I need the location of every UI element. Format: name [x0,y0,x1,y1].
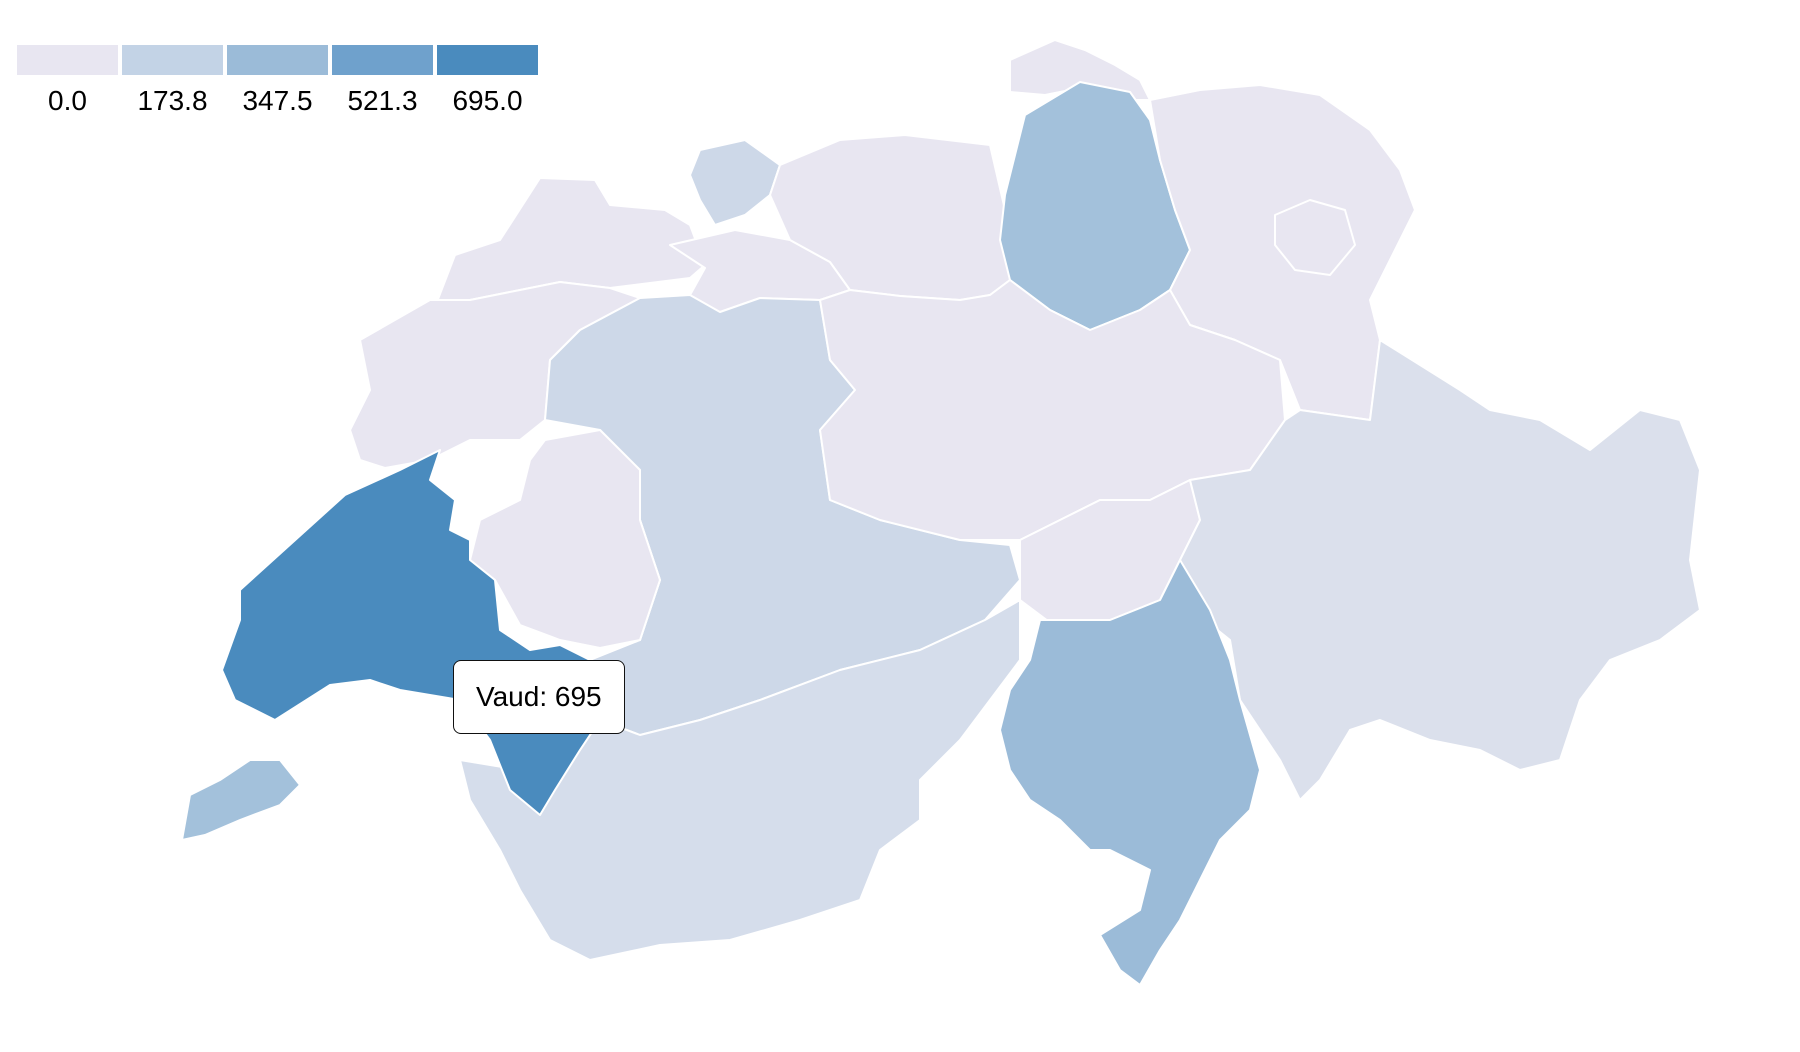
legend-item: 521.3 [332,45,433,117]
legend-label: 695.0 [452,85,523,116]
legend-label: 173.8 [137,85,208,116]
color-legend: 0.0 173.8 347.5 521.3 695.0 [17,45,538,117]
legend-swatch [227,45,328,75]
region-graubunden[interactable] [1179,339,1701,801]
legend-item: 0.0 [17,45,118,117]
region-valais[interactable] [459,599,1021,961]
legend-swatch [332,45,433,75]
region-fribourg[interactable] [469,429,661,649]
region-basel[interactable] [689,139,781,226]
region-geneva[interactable] [181,759,301,841]
legend-label: 0.0 [48,85,87,116]
legend-swatch [122,45,223,75]
legend-swatch [437,45,538,75]
legend-item: 347.5 [227,45,328,117]
legend-item: 173.8 [122,45,223,117]
legend-label: 521.3 [347,85,418,116]
region-ticino[interactable] [999,559,1261,986]
region-appenzell[interactable] [1274,199,1356,276]
legend-label: 347.5 [242,85,313,116]
legend-swatch [17,45,118,75]
map-regions [181,39,1701,986]
legend-item: 695.0 [437,45,538,117]
region-tooltip: Vaud: 695 [453,660,625,734]
